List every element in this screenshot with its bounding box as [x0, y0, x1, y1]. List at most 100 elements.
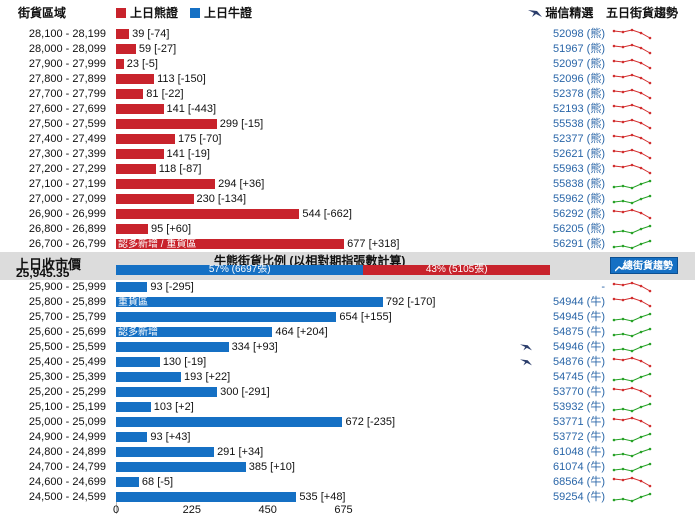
bear-warrant-code[interactable]: 52193 (熊): [553, 103, 605, 115]
bear-bar[interactable]: [116, 164, 156, 174]
bull-warrant-code[interactable]: 54875 (牛): [553, 326, 605, 338]
bull-bar[interactable]: [116, 372, 182, 382]
bear-bar[interactable]: [116, 59, 124, 69]
bear-warrant-code[interactable]: 55963 (熊): [553, 163, 605, 175]
bull-warrant-code[interactable]: 68564 (牛): [553, 476, 605, 488]
bear-warrant-code[interactable]: 55538 (熊): [553, 118, 605, 130]
bear-bar[interactable]: [116, 209, 300, 219]
bull-warrant-code[interactable]: 54745 (牛): [553, 371, 605, 383]
bear-range-label: 27,900 - 27,999: [28, 58, 106, 70]
bull-trend-sparkline: [612, 445, 652, 459]
bear-bar[interactable]: [116, 194, 194, 204]
bull-value-label: 672 [-235]: [345, 416, 396, 428]
bear-value-label: 23 [-5]: [126, 58, 158, 70]
bull-warrant-code[interactable]: 53932 (牛): [553, 401, 605, 413]
bull-value-label: 193 [+22]: [184, 371, 231, 383]
bull-trend-sparkline: [612, 310, 652, 324]
bull-range-label: 25,800 - 25,899: [28, 296, 106, 308]
bull-warrant-code[interactable]: 53770 (牛): [553, 386, 605, 398]
bird-icon: [520, 359, 532, 366]
bull-bar[interactable]: [116, 297, 383, 307]
bull-warrant-code[interactable]: 59254 (牛): [553, 491, 605, 503]
bear-trend-sparkline: [612, 147, 652, 161]
bull-warrant-code[interactable]: 54944 (牛): [553, 296, 605, 308]
bear-bar[interactable]: [116, 179, 216, 189]
bear-bar[interactable]: [116, 149, 164, 159]
bull-bar[interactable]: [116, 327, 273, 337]
bull-warrant-code[interactable]: 53772 (牛): [553, 431, 605, 443]
bull-bar[interactable]: [116, 477, 139, 487]
bear-trend-sparkline: [612, 222, 652, 236]
bull-trend-sparkline: [612, 490, 652, 504]
bear-warrant-code[interactable]: 52098 (熊): [553, 28, 605, 40]
total-trend-button[interactable]: 總街貨趨勢: [610, 257, 678, 274]
bear-warrant-code[interactable]: 56205 (熊): [553, 223, 605, 235]
selected-column-header: 瑞信精選: [528, 4, 593, 21]
bull-bar[interactable]: [116, 462, 246, 472]
bear-warrant-code[interactable]: 52378 (熊): [553, 88, 605, 100]
bear-value-label: 113 [-150]: [157, 73, 206, 85]
bear-legend-label: 上日熊證: [130, 6, 179, 20]
bear-bar[interactable]: [116, 44, 136, 54]
bear-warrant-code[interactable]: 52377 (熊): [553, 133, 605, 145]
bull-range-label: 25,200 - 25,299: [28, 386, 106, 398]
bull-trend-sparkline: [612, 340, 652, 354]
bull-value-label: 654 [+155]: [339, 311, 392, 323]
bear-warrant-code[interactable]: 55838 (熊): [553, 178, 605, 190]
bull-ratio-bar: 57% (6697張): [116, 265, 364, 275]
bear-trend-sparkline: [612, 57, 652, 71]
bull-value-label: 291 [+34]: [217, 446, 264, 458]
bull-value-label: 93 [-295]: [150, 281, 194, 293]
close-price-value: 25,945.35: [16, 266, 70, 280]
bear-warrant-code[interactable]: 56292 (熊): [553, 208, 605, 220]
bear-warrant-code[interactable]: 52097 (熊): [553, 58, 605, 70]
bull-range-label: 24,800 - 24,899: [28, 446, 106, 458]
bull-bar-note: 認多新增: [118, 327, 158, 338]
bull-bar[interactable]: [116, 312, 337, 322]
bear-bar[interactable]: [116, 104, 164, 114]
bull-trend-sparkline: [612, 355, 652, 369]
bull-warrant-code[interactable]: 54945 (牛): [553, 311, 605, 323]
bear-bar[interactable]: [116, 239, 345, 249]
bull-bar[interactable]: [116, 387, 218, 397]
bear-warrant-code[interactable]: 51967 (熊): [553, 43, 605, 55]
bull-bar[interactable]: [116, 357, 160, 367]
bear-bar[interactable]: [116, 119, 217, 129]
bear-trend-sparkline: [612, 102, 652, 116]
bull-legend: 上日牛證: [190, 4, 252, 21]
bull-range-label: 25,300 - 25,399: [28, 371, 106, 383]
bull-range-label: 24,900 - 24,999: [28, 431, 106, 443]
bull-value-label: 334 [+93]: [231, 341, 278, 353]
bull-bar[interactable]: [116, 402, 151, 412]
bear-warrant-code[interactable]: 56291 (熊): [553, 238, 605, 250]
bear-bar-note: 認多新增 / 重貨區: [118, 239, 197, 250]
bear-bar[interactable]: [116, 224, 149, 234]
bear-bar[interactable]: [116, 29, 130, 39]
bear-bar[interactable]: [116, 74, 155, 84]
bull-warrant-code[interactable]: 53771 (牛): [553, 416, 605, 428]
bull-range-label: 24,500 - 24,599: [28, 491, 106, 503]
bear-warrant-code[interactable]: 52096 (熊): [553, 73, 605, 85]
bear-bar[interactable]: [116, 89, 144, 99]
bull-bar[interactable]: [116, 447, 215, 457]
bear-value-label: 141 [-443]: [166, 103, 217, 115]
bull-bar[interactable]: [116, 282, 148, 292]
bull-warrant-code[interactable]: 54946 (牛): [553, 341, 605, 353]
bull-warrant-code[interactable]: 61048 (牛): [553, 446, 605, 458]
bull-bar[interactable]: [116, 432, 148, 442]
bull-bar[interactable]: [116, 492, 297, 502]
bear-value-label: 230 [-134]: [196, 193, 247, 205]
bull-warrant-code[interactable]: 54876 (牛): [553, 356, 605, 368]
bull-value-label: 535 [+48]: [299, 491, 346, 503]
selected-column-label: 瑞信精選: [545, 6, 594, 20]
bear-bar[interactable]: [116, 134, 175, 144]
bear-trend-sparkline: [612, 87, 652, 101]
bull-bar[interactable]: [116, 417, 343, 427]
bear-warrant-code[interactable]: 52621 (熊): [553, 148, 605, 160]
bear-warrant-code[interactable]: 55962 (熊): [553, 193, 605, 205]
bull-warrant-code[interactable]: 61074 (牛): [553, 461, 605, 473]
bull-bar[interactable]: [116, 342, 229, 352]
bear-range-label: 27,000 - 27,099: [28, 193, 106, 205]
bull-warrant-code: -: [601, 281, 605, 293]
x-axis-line: [116, 502, 117, 514]
